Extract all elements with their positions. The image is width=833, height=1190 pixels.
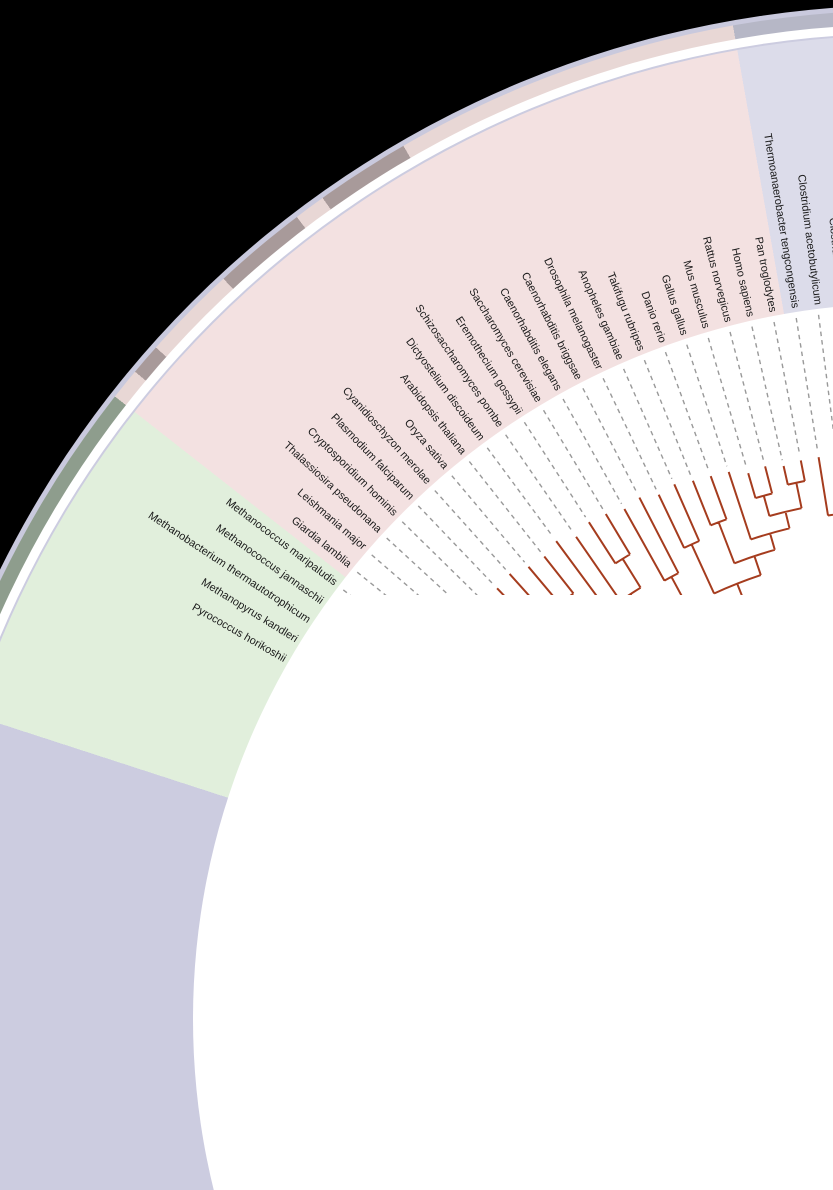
taxon-label[interactable]: Clostridium acetobutylicum (795, 173, 824, 306)
taxon-label[interactable]: Danio rerio (638, 289, 669, 345)
taxon-label[interactable]: Pan troglodytes (752, 235, 779, 314)
taxon-label[interactable]: Homo sapiens (728, 246, 757, 319)
taxon-labels: Clostridium tetaniClostridium acetobutyl… (146, 133, 833, 665)
phylogenetic-tree-figure: Clostridium tetaniClostridium acetobutyl… (0, 5, 833, 1190)
phylogeny-screenshot: { "figure": { "type": "circular_phylogen… (0, 5, 833, 1190)
taxon-label[interactable]: Clostridium tetani (826, 217, 833, 303)
